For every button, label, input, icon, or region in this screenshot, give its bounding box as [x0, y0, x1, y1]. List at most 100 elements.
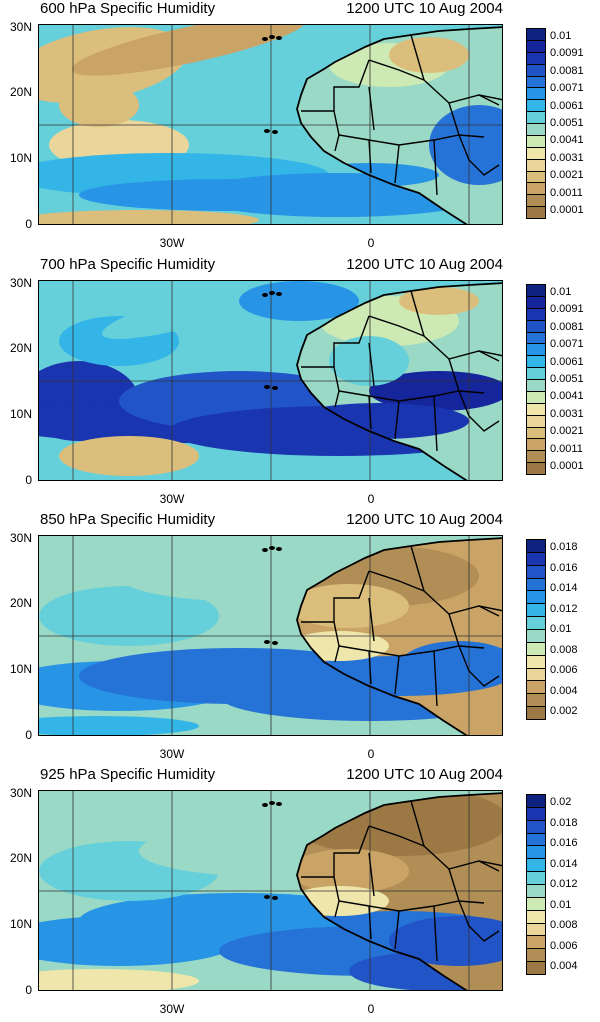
lat-label: 10N: [9, 151, 32, 165]
colorbar-label: 0.0081: [550, 64, 584, 77]
country-border: [301, 315, 370, 368]
colorbar-label: 0.012: [550, 602, 578, 615]
colorbar-swatch: [526, 654, 546, 669]
country-border: [301, 825, 370, 878]
country-border: [478, 605, 500, 617]
country-border: [368, 315, 425, 337]
country-border: [433, 395, 438, 452]
colorbar-swatch: [526, 629, 546, 643]
lat-label: 20N: [9, 851, 32, 865]
colorbar-swatch: [526, 590, 546, 605]
colorbar-swatch: [526, 462, 546, 475]
country-border: [334, 390, 340, 408]
country-border: [334, 134, 340, 152]
colorbar-label: 0.0081: [550, 320, 584, 333]
colorbar-swatch: [526, 564, 546, 579]
island: [276, 802, 282, 806]
colorbar-label: 0.002: [550, 705, 578, 717]
country-border: [458, 134, 500, 176]
colorbar-label: 0.01: [550, 623, 572, 635]
colorbar-label: 0.0061: [550, 99, 584, 112]
country-border: [478, 94, 500, 106]
island: [272, 641, 278, 645]
colorbar-label: 0.004: [550, 960, 578, 972]
panel-title: 925 hPa Specific Humidity: [40, 766, 216, 783]
island: [264, 385, 270, 389]
colorbar-label: 0.012: [550, 878, 578, 890]
country-border: [448, 613, 460, 647]
coastline: [296, 26, 502, 224]
country-border: [433, 139, 438, 196]
colorbar-swatch: [526, 935, 546, 950]
colorbar-swatch: [526, 909, 546, 924]
country-border: [458, 900, 500, 942]
country-border: [334, 645, 340, 663]
colorbar-label: 0.0011: [550, 442, 583, 455]
colorbar-label: 0.008: [550, 643, 578, 656]
country-border: [394, 144, 400, 184]
island: [262, 37, 268, 41]
lat-label: 10N: [9, 662, 32, 676]
panel-time: 1200 UTC 10 Aug 2004: [346, 256, 503, 273]
island: [269, 801, 275, 805]
colorbar-label: 0.0091: [550, 303, 584, 316]
lon-label: 0: [367, 747, 375, 761]
coastline: [296, 282, 502, 480]
country-border: [448, 358, 460, 392]
lon-label: 30W: [159, 492, 185, 506]
colorbar-swatch: [526, 206, 546, 219]
island: [264, 129, 270, 133]
colorbar-label: 0.004: [550, 684, 578, 697]
colorbar-label: 0.0061: [550, 355, 584, 368]
panel-925hpa: 925 hPa Specific Humidity 1200 UTC 10 Au…: [0, 766, 600, 1022]
lat-label: 0: [25, 217, 32, 231]
colorbar-label: 0.01: [550, 898, 572, 911]
country-border: [368, 650, 372, 685]
island: [264, 895, 270, 899]
colorbar-label: 0.018: [550, 816, 578, 829]
island: [269, 546, 275, 550]
lat-label: 0: [25, 473, 32, 487]
country-border: [394, 655, 400, 695]
colorbar-swatch: [526, 922, 546, 937]
colorbar-label: 0.018: [550, 541, 578, 553]
humidity-field: [39, 25, 502, 224]
map-frame: [38, 535, 503, 736]
colorbar-label: 0.006: [550, 939, 578, 952]
panel-time: 1200 UTC 10 Aug 2004: [346, 511, 503, 528]
island: [262, 548, 268, 552]
colorbar-swatch: [526, 551, 546, 566]
panel-title: 850 hPa Specific Humidity: [40, 511, 216, 528]
panel-title: 700 hPa Specific Humidity: [40, 256, 216, 273]
colorbar-swatch: [526, 693, 546, 708]
colorbar-label: 0.0021: [550, 169, 584, 182]
panel-700hpa: 700 hPa Specific Humidity 1200 UTC 10 Au…: [0, 256, 600, 512]
coastline: [296, 792, 502, 990]
lon-label: 30W: [159, 236, 185, 250]
colorbar-label: 0.0001: [550, 460, 584, 472]
country-border: [448, 868, 460, 902]
lat-label: 30N: [9, 531, 32, 545]
colorbar-label: 0.014: [550, 857, 578, 870]
colorbar-label: 0.016: [550, 837, 578, 849]
country-border: [301, 570, 370, 623]
panel-850hpa: 850 hPa Specific Humidity 1200 UTC 10 Au…: [0, 511, 600, 767]
panel-600hpa: 600 hPa Specific Humidity 1200 UTC 10 Au…: [0, 0, 600, 256]
island: [276, 547, 282, 551]
colorbar-label: 0.0021: [550, 425, 584, 438]
country-border: [458, 390, 500, 432]
country-border: [448, 102, 460, 136]
colorbar-label: 0.0011: [550, 186, 583, 199]
colorbar-label: 0.01: [550, 30, 572, 42]
colorbar-label: 0.01: [550, 286, 572, 298]
country-border: [368, 825, 425, 847]
colorbar-label: 0.0031: [550, 407, 584, 420]
lat-label: 10N: [9, 917, 32, 931]
map-frame: [38, 280, 503, 481]
country-border: [368, 570, 425, 592]
colorbar-swatch: [526, 832, 546, 847]
lat-label: 0: [25, 728, 32, 742]
colorbar-swatch: [526, 858, 546, 873]
lat-label: 30N: [9, 786, 32, 800]
